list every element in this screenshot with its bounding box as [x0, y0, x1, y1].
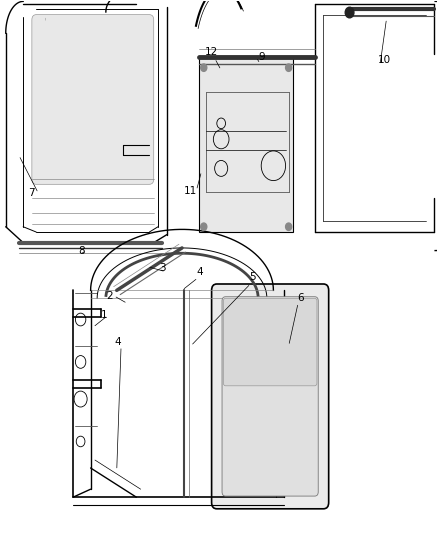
Text: 12: 12: [205, 47, 218, 56]
Circle shape: [345, 7, 354, 18]
Text: 1: 1: [100, 310, 107, 320]
Circle shape: [201, 64, 207, 71]
Text: 5: 5: [250, 272, 256, 282]
Text: 2: 2: [106, 290, 113, 301]
FancyBboxPatch shape: [32, 14, 154, 184]
Text: 6: 6: [297, 293, 304, 303]
FancyBboxPatch shape: [223, 298, 317, 386]
Text: 4: 4: [115, 337, 121, 347]
FancyBboxPatch shape: [212, 284, 328, 509]
Circle shape: [201, 223, 207, 230]
Text: 9: 9: [258, 52, 265, 62]
Text: 7: 7: [28, 188, 35, 198]
Bar: [199, 57, 293, 232]
Circle shape: [286, 223, 292, 230]
FancyBboxPatch shape: [222, 297, 318, 496]
Text: 8: 8: [78, 246, 85, 256]
Text: 3: 3: [159, 263, 166, 272]
Text: 4: 4: [196, 267, 203, 277]
Circle shape: [286, 64, 292, 71]
Text: 11: 11: [184, 185, 198, 196]
Text: 10: 10: [378, 55, 391, 64]
